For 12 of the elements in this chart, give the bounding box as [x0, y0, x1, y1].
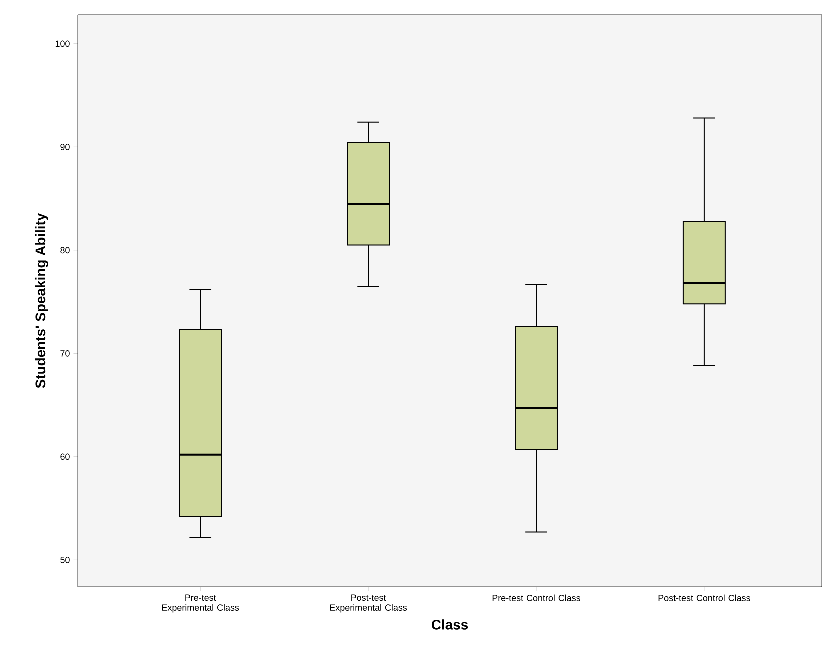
x-tick-label: Pre-test Experimental Class: [162, 594, 240, 613]
y-tick-label: 100: [56, 40, 70, 48]
y-tick-label: 70: [60, 350, 70, 357]
y-tick-label: 80: [60, 247, 70, 254]
x-tick-label: Pre-test Control Class: [492, 594, 581, 602]
x-tick-label: Post-test Experimental Class: [330, 594, 408, 613]
y-tick-label: 60: [60, 454, 70, 460]
y-axis-title: Students' Speaking Ability: [35, 213, 48, 388]
y-tick-label: 90: [60, 144, 70, 150]
y-tick-label: 50: [60, 556, 70, 564]
x-tick-label: Post-test Control Class: [658, 594, 750, 602]
x-axis-title: Class: [432, 620, 468, 630]
